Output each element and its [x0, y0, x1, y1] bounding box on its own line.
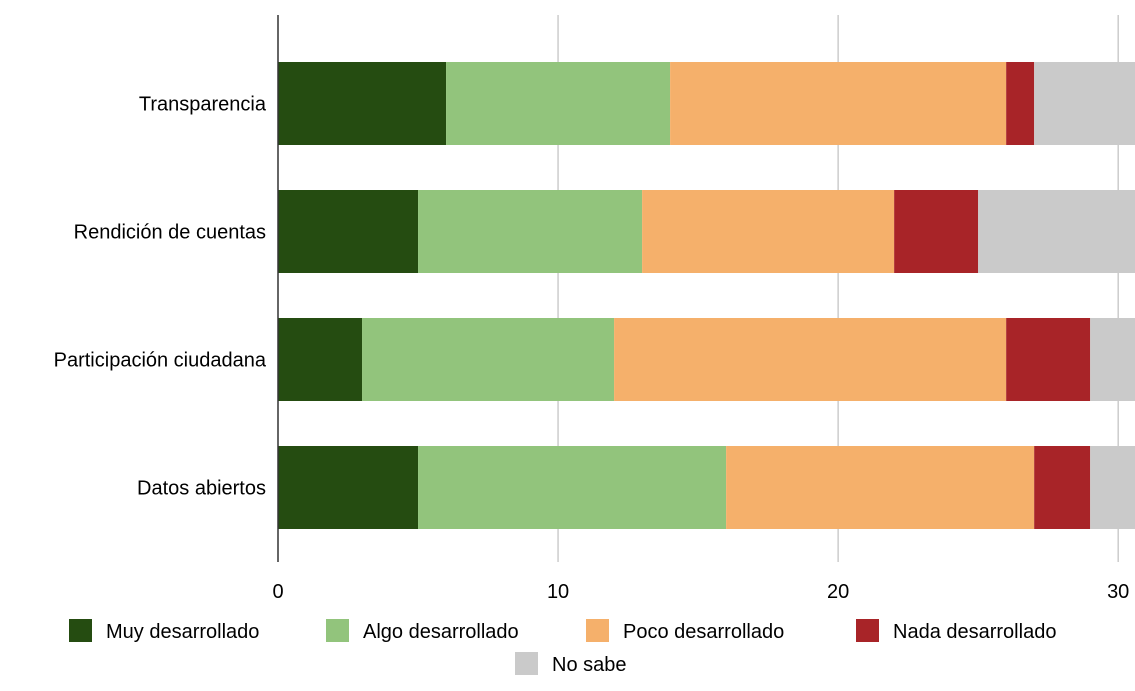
bars — [278, 62, 1135, 529]
x-tick-label: 10 — [547, 581, 569, 603]
bar-transparencia-no-sabe — [1034, 62, 1135, 145]
legend-swatch-nada-desarrollado — [856, 619, 879, 642]
legend-label: Algo desarrollado — [363, 621, 519, 643]
bar-rendicion-de-cuentas-algo-desarrollado — [418, 190, 643, 273]
bar-transparencia-muy-desarrollado — [278, 62, 447, 145]
bar-rendicion-de-cuentas-muy-desarrollado — [278, 190, 419, 273]
legend: Muy desarrollado Algo desarrollado Poco de… — [69, 619, 1056, 676]
bar-participacion-ciudadana-nada-desarrollado — [1006, 318, 1091, 401]
legend-label: Nada desarrollado — [893, 621, 1056, 643]
bar-datos-abiertos-poco-desarrollado — [726, 446, 1035, 529]
bar-datos-abiertos-algo-desarrollado — [418, 446, 727, 529]
legend-label: Poco desarrollado — [623, 621, 784, 643]
category-label: Datos abiertos — [137, 478, 266, 500]
bar-participacion-ciudadana-no-sabe — [1090, 318, 1135, 401]
legend-swatch-algo-desarrollado — [326, 619, 349, 642]
bar-transparencia-nada-desarrollado — [1006, 62, 1035, 145]
axes: 0 10 20 30 Transparencia Rendición de cuentas… — [54, 15, 1129, 603]
legend-swatch-no-sabe — [515, 652, 538, 675]
bar-participacion-ciudadana-poco-desarrollado — [614, 318, 1007, 401]
bar-transparencia-algo-desarrollado — [446, 62, 671, 145]
bar-datos-abiertos-no-sabe — [1090, 446, 1135, 529]
x-tick-label: 20 — [827, 581, 849, 603]
category-label: Transparencia — [139, 94, 267, 116]
bar-rendicion-de-cuentas-nada-desarrollado — [894, 190, 979, 273]
x-tick-label: 0 — [272, 581, 283, 603]
legend-swatch-muy-desarrollado — [69, 619, 92, 642]
x-tick-label: 30 — [1107, 581, 1129, 603]
bar-datos-abiertos-nada-desarrollado — [1034, 446, 1091, 529]
bar-datos-abiertos-muy-desarrollado — [278, 446, 419, 529]
bar-participacion-ciudadana-muy-desarrollado — [278, 318, 363, 401]
category-label: Rendición de cuentas — [74, 222, 266, 244]
legend-label: Muy desarrollado — [106, 621, 259, 643]
category-label: Participación ciudadana — [54, 350, 267, 372]
bar-rendicion-de-cuentas-no-sabe — [978, 190, 1135, 273]
bar-rendicion-de-cuentas-poco-desarrollado — [642, 190, 895, 273]
bar-participacion-ciudadana-algo-desarrollado — [362, 318, 615, 401]
legend-swatch-poco-desarrollado — [586, 619, 609, 642]
legend-label: No sabe — [552, 654, 627, 676]
bar-transparencia-poco-desarrollado — [670, 62, 1007, 145]
